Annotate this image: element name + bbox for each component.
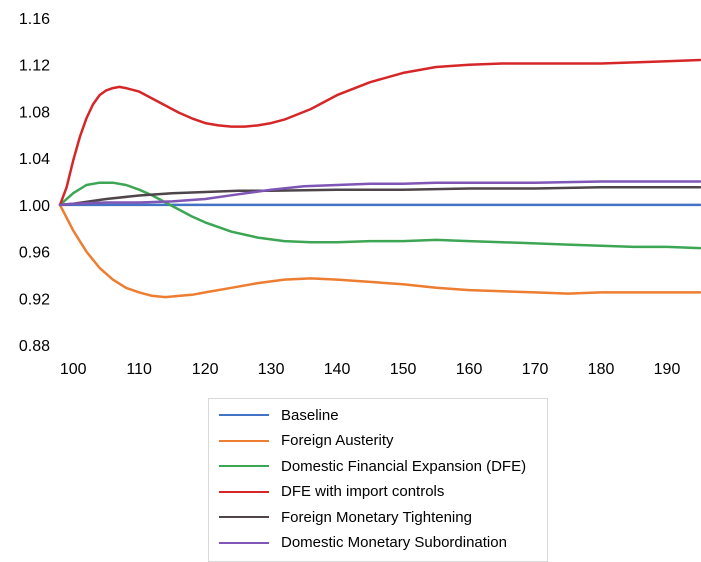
legend-item: Baseline bbox=[219, 404, 339, 426]
legend-swatch bbox=[219, 414, 269, 416]
legend-swatch bbox=[219, 541, 269, 544]
legend-label: Foreign Monetary Tightening bbox=[281, 508, 472, 526]
y-tick-label: 1.12 bbox=[19, 58, 50, 75]
series-line-2 bbox=[58, 203, 701, 299]
x-tick-label: 150 bbox=[390, 361, 417, 378]
legend-item: Domestic Monetary Subordination bbox=[219, 532, 507, 554]
x-tick-label: 180 bbox=[588, 361, 615, 378]
legend-label: Domestic Monetary Subordination bbox=[281, 534, 507, 551]
legend-label: Foreign Austerity bbox=[281, 432, 394, 449]
legend-swatch bbox=[219, 465, 269, 467]
y-tick-label: 0.88 bbox=[19, 338, 50, 355]
legend-label: Baseline bbox=[281, 406, 339, 424]
x-tick-label: 100 bbox=[60, 361, 87, 378]
legend-label: Domestic Financial Expansion (DFE) bbox=[281, 457, 527, 475]
legend-item: DFE with import controls bbox=[219, 481, 444, 503]
x-tick-label: 120 bbox=[192, 361, 219, 378]
legend-swatch bbox=[219, 490, 269, 493]
x-axis-ticks: 100 110 120 130 140 150 160 170 180 190 bbox=[60, 361, 681, 378]
y-tick-label: 0.96 bbox=[19, 245, 50, 262]
legend-swatch bbox=[219, 516, 269, 518]
x-tick-label: 140 bbox=[324, 361, 351, 378]
x-tick-label: 160 bbox=[456, 361, 483, 378]
legend-item: Foreign Austerity bbox=[219, 430, 394, 452]
line-chart: 0.880.920.961.001.041.081.121.16 100 110 1… bbox=[19, 11, 701, 378]
series-lines bbox=[58, 58, 701, 299]
series-line-6 bbox=[58, 180, 701, 207]
legend-item: Domestic Financial Expansion (DFE) bbox=[219, 455, 526, 477]
y-tick-label: 1.16 bbox=[19, 11, 50, 28]
series-line-3 bbox=[58, 181, 701, 250]
legend-label: DFE with import controls bbox=[281, 483, 445, 500]
legend-item: Foreign Monetary Tightening bbox=[219, 506, 472, 528]
x-tick-label: 130 bbox=[258, 361, 285, 378]
legend-swatch bbox=[219, 439, 269, 442]
y-tick-label: 1.04 bbox=[19, 151, 50, 168]
y-axis-ticks: 0.88 0.92 0.96 1.00 1.04 1.08 1.12 1.16 bbox=[19, 11, 50, 355]
y-tick-label: 0.92 bbox=[19, 291, 50, 308]
series-line-4 bbox=[58, 58, 701, 207]
x-tick-label: 170 bbox=[522, 361, 549, 378]
x-tick-label: 190 bbox=[654, 361, 681, 378]
y-tick-label: 1.00 bbox=[19, 198, 50, 215]
y-tick-label: 1.08 bbox=[19, 104, 50, 121]
x-tick-label: 110 bbox=[126, 361, 152, 378]
legend: Baseline Foreign Austerity Domestic Financ… bbox=[208, 398, 548, 562]
